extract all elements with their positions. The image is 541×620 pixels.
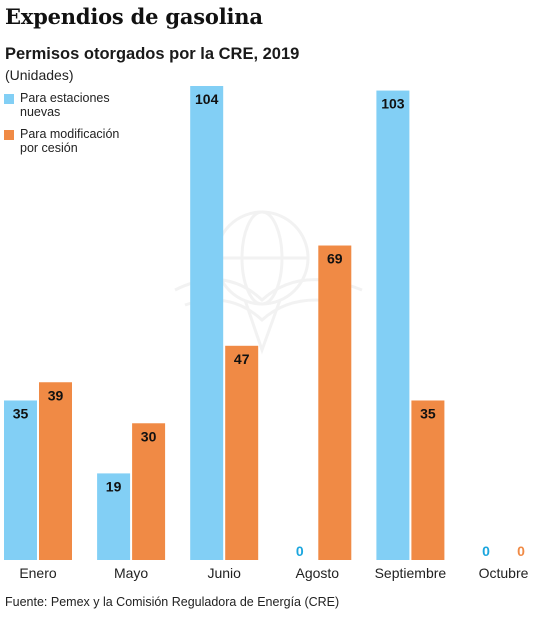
value-label-new-stations-septiembre: 103 [381,96,405,112]
bar-transfer-mayo [132,423,166,560]
units-label: (Unidades) [5,67,74,83]
value-label-transfer-enero: 39 [48,387,64,403]
value-label-transfer-octubre: 0 [517,543,525,559]
category-label-agosto: Agosto [296,565,340,581]
chart-title: Expendios de gasolina [5,4,263,29]
bar-transfer-junio [225,345,259,560]
value-label-new-stations-octubre: 0 [482,543,490,559]
legend-item-transfer: Para modificación por cesión [4,127,134,155]
category-label-octubre: Octubre [479,565,529,581]
category-label-enero: Enero [19,565,57,581]
bar-transfer-agosto [318,245,352,560]
legend: Para estaciones nuevas Para modificación… [4,91,134,163]
bar-new-stations-mayo [97,473,131,560]
bar-new-stations-septiembre [376,90,410,561]
chart-subtitle: Permisos otorgados por la CRE, 2019 [5,45,300,63]
source-note: Fuente: Pemex y la Comisión Reguladora d… [5,595,340,609]
value-label-new-stations-junio: 104 [195,91,219,107]
category-label-junio: Junio [207,565,241,581]
value-label-transfer-mayo: 30 [141,428,157,444]
bar-new-stations-enero [4,400,37,560]
category-labels-layer: Enero Mayo Junio Agosto Septiembre Octubre [19,565,528,581]
value-label-new-stations-mayo: 19 [106,478,122,494]
value-label-transfer-septiembre: 35 [420,405,436,421]
value-label-new-stations-agosto: 0 [296,543,304,559]
category-label-septiembre: Septiembre [375,565,447,581]
legend-label-new-stations: Para estaciones nuevas [20,91,110,119]
value-label-transfer-agosto: 69 [327,251,343,267]
bar-transfer-septiembre [411,400,445,560]
bars-layer [4,86,445,561]
bar-new-stations-junio [190,86,224,560]
bar-transfer-enero [39,382,72,560]
category-label-mayo: Mayo [114,565,148,581]
legend-item-new-stations: Para estaciones nuevas [4,91,134,119]
value-label-new-stations-enero: 35 [13,405,29,421]
value-label-transfer-junio: 47 [234,351,250,367]
legend-swatch-new-stations [4,94,14,104]
value-labels-layer: 35 39 19 30 104 47 0 69 103 35 0 0 [13,91,525,559]
legend-label-transfer: Para modificación por cesión [20,127,120,155]
legend-swatch-transfer [4,130,14,140]
